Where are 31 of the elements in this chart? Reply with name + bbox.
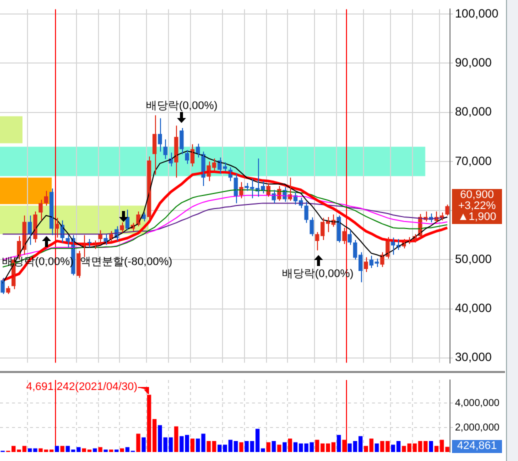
- bar: [288, 438, 292, 452]
- y-tick-label: 80,000: [455, 104, 492, 119]
- y-tick-label: 50,000: [455, 252, 492, 266]
- bar: [428, 441, 434, 452]
- text: 60,900 +3,22% ▲1,900: [452, 188, 502, 223]
- bar: [190, 438, 195, 452]
- y-tick-label: 90,000: [455, 56, 492, 70]
- bar: [142, 437, 146, 452]
- bar: [239, 442, 244, 452]
- y-tick-label: 4,000,000: [455, 398, 500, 409]
- bar: [336, 434, 341, 452]
- y-tick-label: 100,000: [455, 6, 499, 20]
- bar: [136, 434, 140, 452]
- bar: [54, 446, 59, 452]
- bar: [174, 426, 178, 452]
- y-tick-label: 2,000,000: [455, 422, 500, 434]
- annotation: 배당락(0,00%): [146, 100, 218, 112]
- bar: [282, 442, 287, 452]
- bar: [277, 444, 282, 452]
- bar: [92, 448, 97, 452]
- bar: [98, 447, 102, 452]
- bar: [120, 448, 124, 452]
- bar: [272, 441, 276, 452]
- y-tick-label: 70,000: [455, 154, 492, 168]
- text: 424,861: [452, 440, 502, 452]
- annotation: 액면분할(-80,00%): [80, 256, 172, 268]
- bar: [60, 446, 64, 452]
- bar: [266, 442, 270, 452]
- y-tick-label: 40,000: [455, 301, 492, 316]
- bar: [374, 443, 379, 452]
- y-tick-label: 30,000: [455, 350, 492, 364]
